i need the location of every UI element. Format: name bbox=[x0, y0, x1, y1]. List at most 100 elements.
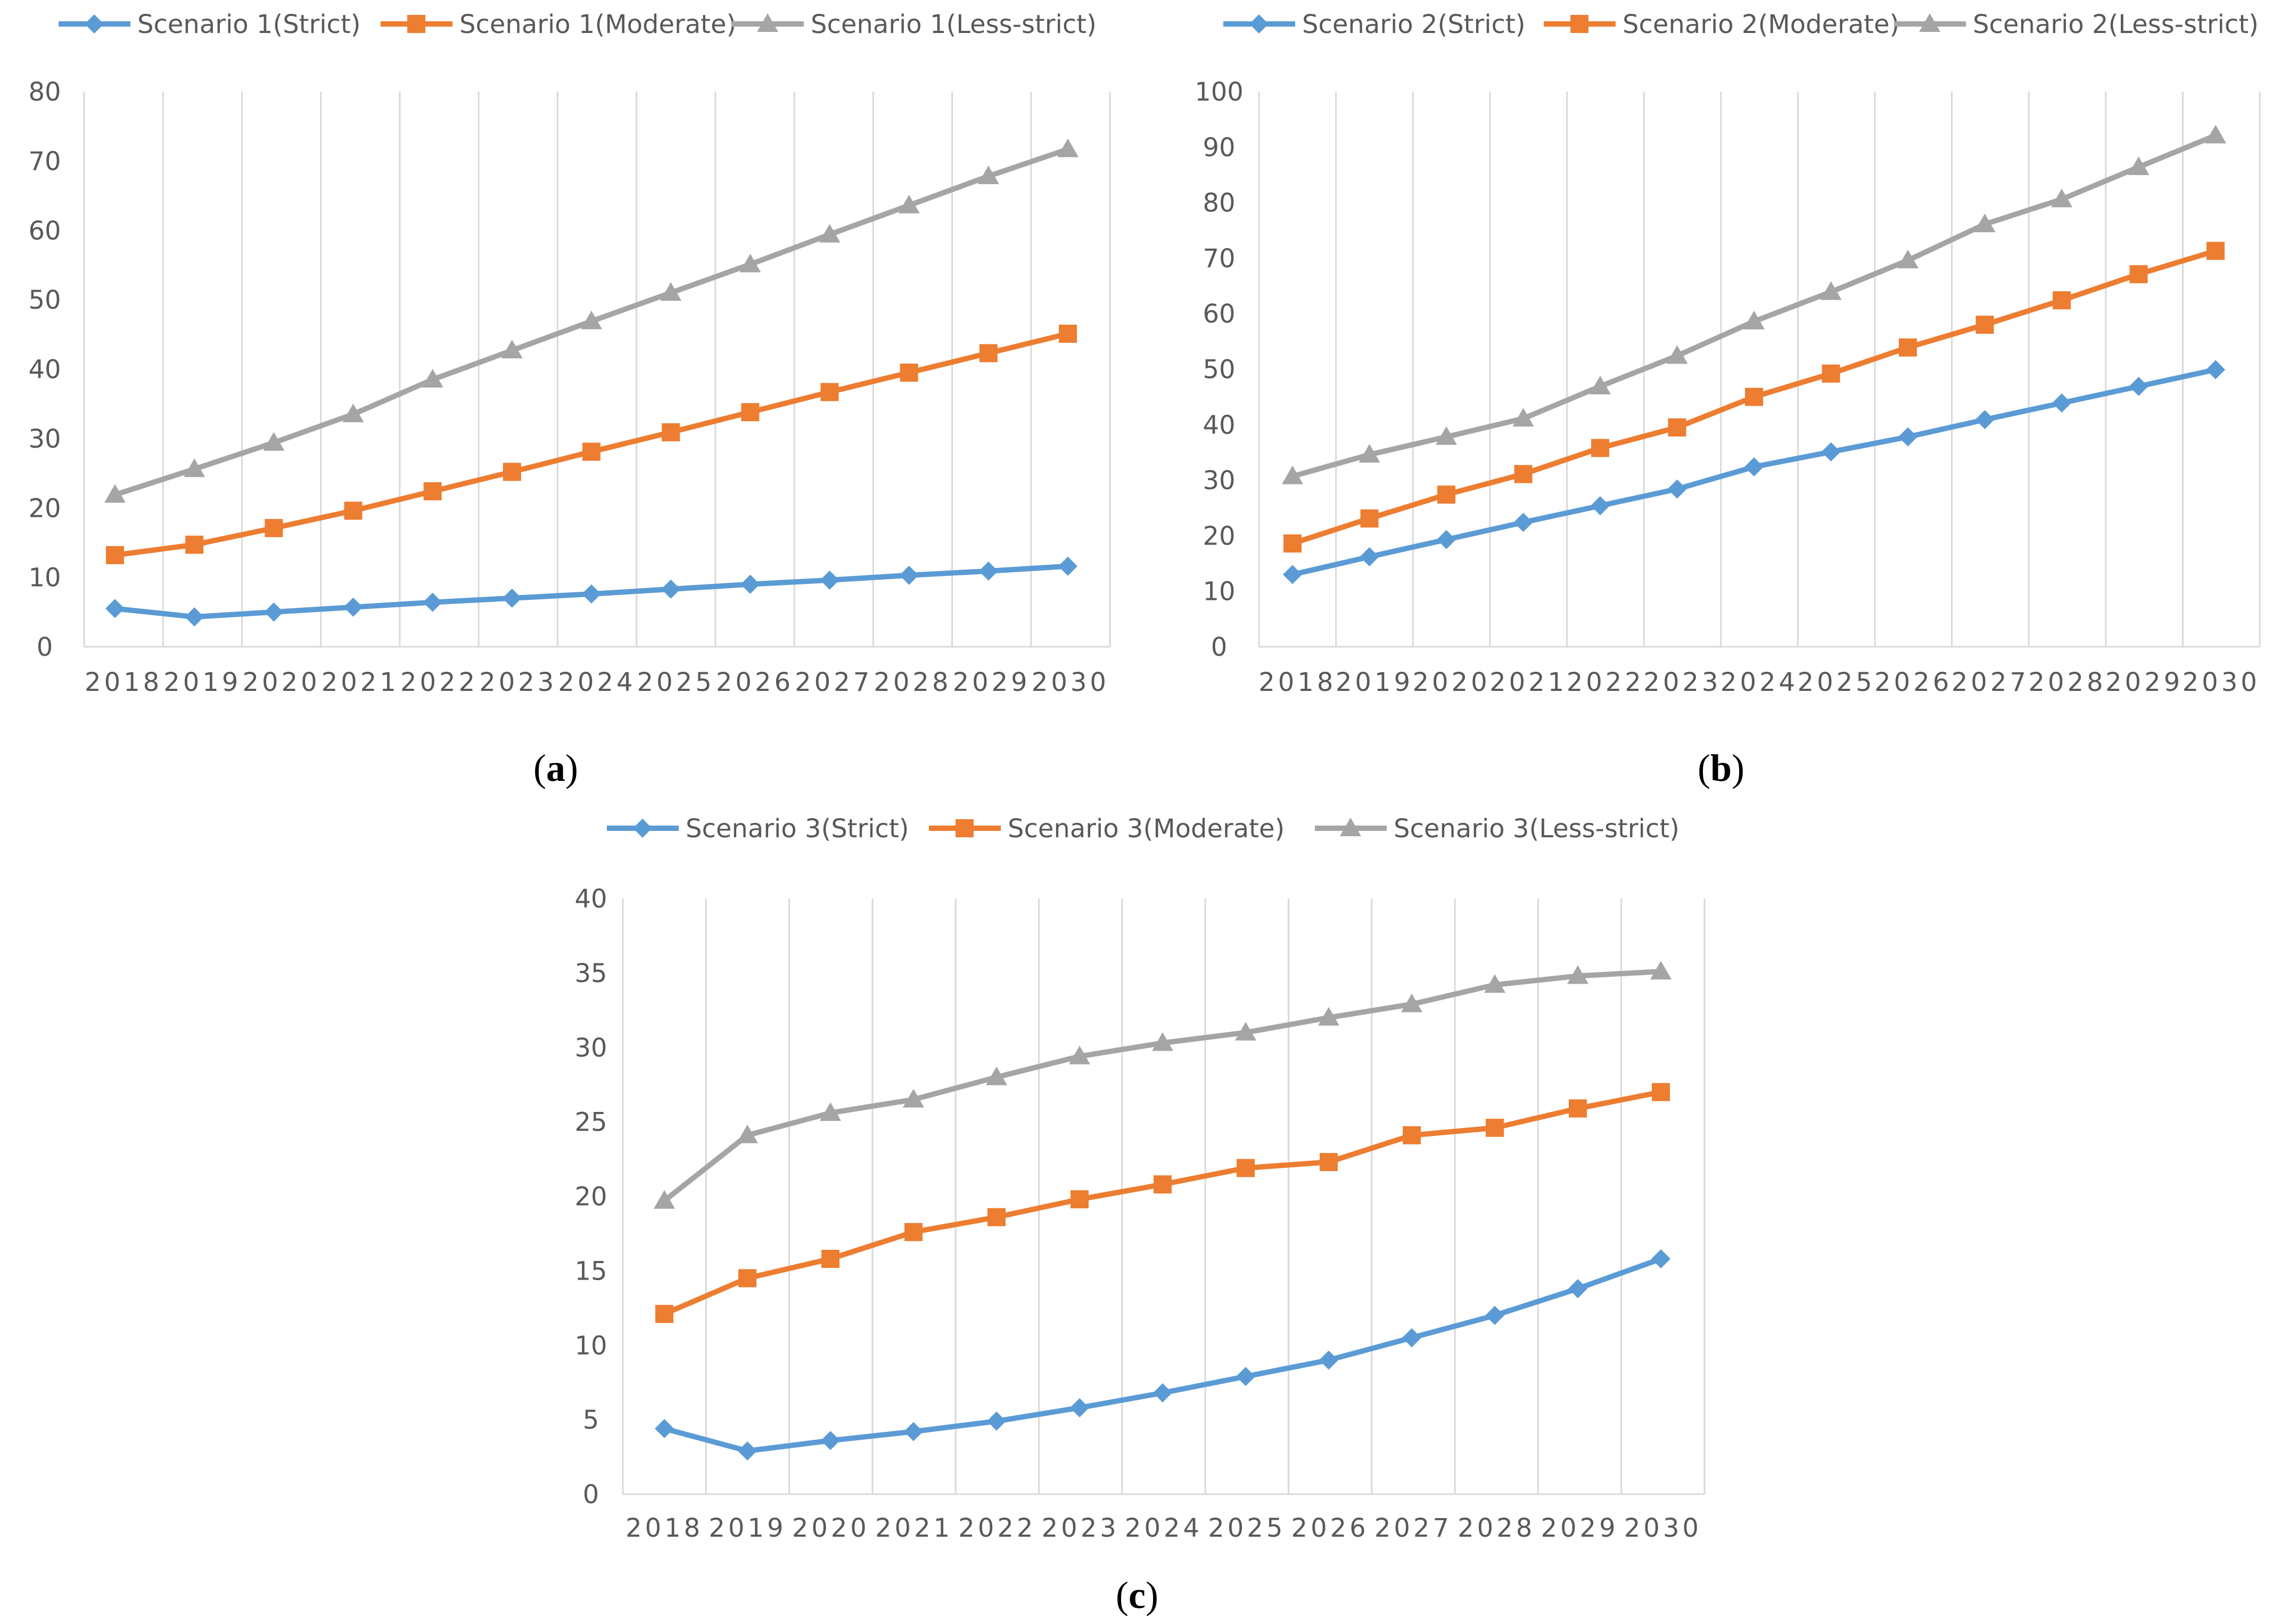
y-tick-label: 0 bbox=[583, 1480, 599, 1510]
legend-label: Scenario 1(Moderate) bbox=[459, 10, 736, 39]
x-tick-label: 2026 bbox=[716, 667, 794, 697]
data-point bbox=[1745, 388, 1763, 406]
data-point bbox=[1514, 465, 1533, 483]
data-point bbox=[1320, 1153, 1338, 1172]
data-point bbox=[1667, 479, 1687, 499]
data-point bbox=[1821, 442, 1841, 461]
legend-label: Scenario 2(Strict) bbox=[1302, 10, 1525, 39]
legend-label: Scenario 1(Strict) bbox=[137, 10, 360, 39]
data-point bbox=[1650, 961, 1672, 980]
data-point bbox=[1897, 250, 1919, 269]
data-point bbox=[903, 1089, 924, 1108]
data-point bbox=[900, 364, 918, 382]
x-tick-label: 2019 bbox=[709, 1513, 786, 1543]
data-point bbox=[820, 383, 839, 401]
legend-entry: Scenario 1(Less-strict) bbox=[732, 10, 1097, 39]
data-point bbox=[1568, 1279, 1587, 1298]
x-tick-label: 2025 bbox=[1208, 1513, 1286, 1543]
y-tick-label: 10 bbox=[1203, 577, 1235, 607]
data-point bbox=[263, 432, 285, 451]
data-point bbox=[502, 588, 522, 608]
data-point bbox=[1513, 513, 1533, 532]
data-point bbox=[2205, 125, 2226, 144]
data-point bbox=[978, 561, 998, 581]
y-tick-label: 50 bbox=[1203, 355, 1235, 385]
y-tick-label: 70 bbox=[28, 146, 61, 176]
legend-label: Scenario 1(Less-strict) bbox=[811, 10, 1097, 39]
data-point bbox=[105, 599, 125, 619]
data-point bbox=[740, 574, 760, 594]
data-point bbox=[1436, 426, 1457, 445]
data-point bbox=[899, 565, 919, 585]
y-tick-label: 35 bbox=[574, 959, 607, 988]
data-point bbox=[264, 602, 284, 622]
data-point bbox=[741, 403, 760, 422]
x-tick-label: 2018 bbox=[1258, 667, 1336, 697]
y-tick-label: 80 bbox=[28, 77, 61, 107]
data-point bbox=[820, 570, 839, 590]
data-point bbox=[655, 1419, 674, 1438]
legend-label: Scenario 3(Strict) bbox=[686, 814, 909, 844]
data-point bbox=[582, 584, 601, 604]
legend-c: Scenario 3(Strict) Scenario 3(Moderate) Sc… bbox=[607, 814, 1680, 844]
caption-c: (c) bbox=[1116, 1574, 1158, 1617]
data-point bbox=[1282, 465, 1303, 484]
data-point bbox=[2053, 291, 2071, 310]
y-tick-label: 10 bbox=[28, 563, 61, 593]
data-point bbox=[1401, 993, 1422, 1012]
caption-b: (b) bbox=[1698, 747, 1744, 789]
data-point bbox=[1744, 457, 1764, 477]
data-point bbox=[343, 597, 363, 617]
series-markers-c bbox=[654, 961, 1672, 1461]
data-point bbox=[1975, 410, 1995, 430]
data-point bbox=[342, 403, 364, 423]
data-point bbox=[1591, 496, 1610, 516]
data-point bbox=[1283, 565, 1302, 584]
x-tick-label: 2025 bbox=[1798, 667, 1875, 697]
x-tick-label: 2027 bbox=[795, 667, 872, 697]
y-tick-label: 25 bbox=[574, 1108, 607, 1137]
data-point bbox=[1591, 439, 1609, 457]
legend-label: Scenario 2(Moderate) bbox=[1623, 10, 1899, 39]
data-point bbox=[819, 224, 841, 243]
data-point bbox=[1058, 556, 1077, 576]
y-tick-label: 60 bbox=[28, 216, 61, 246]
x-tick-label: 2020 bbox=[242, 667, 320, 697]
data-point bbox=[1154, 1175, 1172, 1194]
data-point bbox=[821, 1249, 839, 1268]
data-point bbox=[1668, 418, 1686, 437]
data-point bbox=[1283, 534, 1302, 553]
x-tick-label: 2024 bbox=[1721, 667, 1798, 697]
data-point bbox=[1899, 338, 1917, 357]
data-point bbox=[2051, 188, 2072, 208]
data-point bbox=[1237, 1159, 1255, 1177]
y-tick-label: 90 bbox=[1203, 133, 1235, 162]
legend-marker bbox=[1249, 14, 1269, 34]
y-tick-label: 80 bbox=[1203, 188, 1235, 218]
legend-marker bbox=[85, 14, 104, 34]
data-point bbox=[2129, 376, 2148, 396]
data-point bbox=[581, 310, 602, 329]
data-point bbox=[986, 1066, 1007, 1085]
data-point bbox=[1059, 325, 1077, 343]
data-point bbox=[1403, 1126, 1421, 1144]
data-point bbox=[661, 579, 681, 599]
legend-marker bbox=[956, 819, 974, 837]
data-point bbox=[185, 535, 204, 554]
data-point bbox=[2129, 265, 2148, 284]
data-point bbox=[738, 1269, 756, 1288]
y-tick-label: 40 bbox=[28, 355, 61, 385]
legend-marker bbox=[1570, 15, 1588, 33]
x-tick-label: 2029 bbox=[1541, 1513, 1618, 1543]
x-tick-label: 2023 bbox=[1042, 1513, 1119, 1543]
data-point bbox=[104, 484, 126, 503]
x-tick-label: 2023 bbox=[479, 667, 557, 697]
x-tick-label: 2020 bbox=[1412, 667, 1490, 697]
chart-panel-a: Scenario 1(Strict) Scenario 1(Moderate) Sc… bbox=[28, 10, 1111, 789]
data-point bbox=[655, 1305, 673, 1323]
data-point bbox=[1567, 965, 1588, 984]
legend-entry: Scenario 3(Less-strict) bbox=[1315, 814, 1680, 844]
x-tick-label: 2030 bbox=[1032, 667, 1109, 697]
x-tick-label: 2022 bbox=[1567, 667, 1644, 697]
x-tick-label: 2018 bbox=[85, 667, 162, 697]
